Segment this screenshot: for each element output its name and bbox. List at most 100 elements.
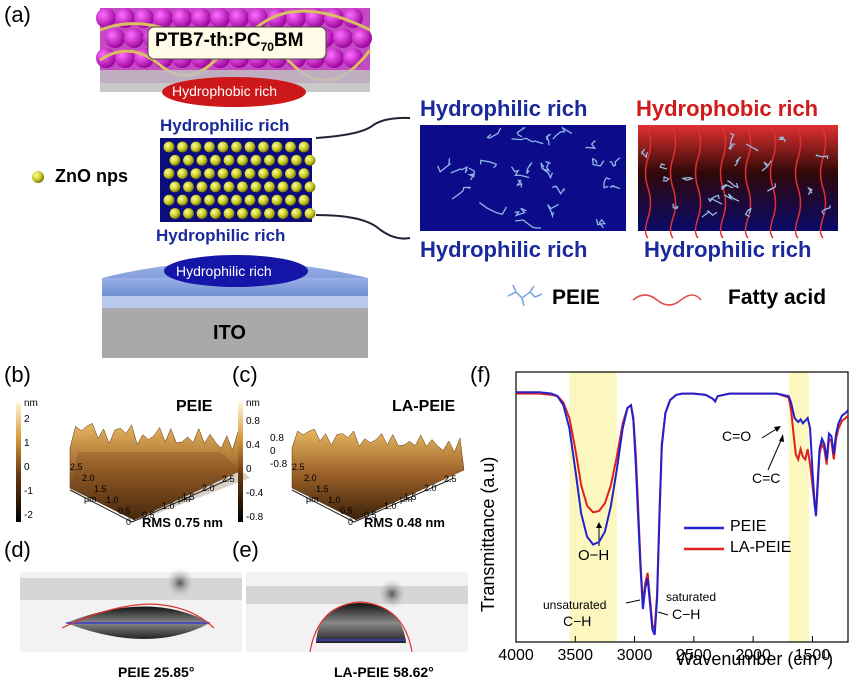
active-layer-text: PTB7-th:PC xyxy=(155,30,261,51)
axis-tick-left: 1.5 xyxy=(316,484,329,494)
scale-tick: 0 xyxy=(246,464,252,475)
afm-c-axis-zero: 0 xyxy=(348,517,354,527)
afm-c-axis-unit-right: μm xyxy=(400,494,413,504)
panel-d-label: (d) xyxy=(4,537,31,562)
panel-b-label: (b) xyxy=(4,362,31,387)
annotation-saturated-ch: C−H xyxy=(672,606,701,622)
legend-label-la-peie: LA-PEIE xyxy=(730,539,792,556)
axis-tick-right: 1.5 xyxy=(404,492,417,502)
annotation-co: C=O xyxy=(722,428,752,444)
active-layer-subscript: 70 xyxy=(260,39,274,54)
arrow-sat xyxy=(657,611,669,616)
scale-tick: 0.4 xyxy=(246,440,260,451)
axis-tick-left: 1.5 xyxy=(94,484,107,494)
interlayer xyxy=(102,296,368,308)
hydrophilic-rich-top-label: Hydrophilic rich xyxy=(160,116,290,135)
scale-tick: 0.8 xyxy=(270,433,284,444)
x-tick-label: 2500 xyxy=(676,647,712,664)
afm-c-scale-ticks: 0.8 0.4 0 -0.4 -0.8 xyxy=(246,410,263,530)
afm-c-colorbar xyxy=(238,402,243,522)
afm-b-title: PEIE xyxy=(176,398,213,415)
ftir-plot-frame xyxy=(515,371,849,643)
active-layer-label: PTB7-th:PC70BM xyxy=(155,30,303,54)
scale-tick: -1 xyxy=(24,486,33,497)
x-tick-label: 3500 xyxy=(557,647,594,664)
axis-tick-right: 1.0 xyxy=(384,501,397,511)
scale-tick: -2 xyxy=(24,510,33,521)
connector-top xyxy=(315,116,411,139)
axis-tick-right: 1.0 xyxy=(162,501,175,511)
panel-c-label: (c) xyxy=(232,362,258,387)
scale-tick: 0 xyxy=(270,446,276,457)
arrow-co xyxy=(761,427,779,439)
scale-tick: 2 xyxy=(24,414,30,425)
x-tick-label: 1500 xyxy=(794,647,831,664)
afm-b-axis-zero: 0 xyxy=(126,517,132,527)
connector-bottom xyxy=(315,214,411,240)
x-tick-label: 4000 xyxy=(498,647,534,664)
scale-tick: -0.4 xyxy=(246,488,264,499)
axis-tick-left: 1.0 xyxy=(106,495,119,505)
afm-b-axis-unit-right: μm xyxy=(178,494,191,504)
ftir-xlabel: Wavenumber (cm-1) xyxy=(676,649,834,669)
highlight-band xyxy=(569,372,617,642)
afm-b-base xyxy=(70,452,250,520)
active-layer-tail: BM xyxy=(273,30,304,51)
afm-b-scale-ticks: 2 1 0 -1 -2 xyxy=(24,408,33,528)
scale-tick: 0.8 xyxy=(246,416,260,427)
scale-tick: 0 xyxy=(24,462,30,473)
afm-c-surface-ticks: 0.8 0 -0.8 xyxy=(270,432,287,471)
afm-c-title: LA-PEIE xyxy=(392,398,456,415)
afm-b-rms: RMS 0.75 nm xyxy=(142,515,223,530)
legend-fatty-acid-label: Fatty acid xyxy=(728,286,827,309)
afm-c-surface xyxy=(291,428,465,521)
axis-tick-left: 2.5 xyxy=(292,462,305,472)
axis-tick-left: 2.0 xyxy=(82,473,95,483)
right-hydrophilic-bottom-left-label: Hydrophilic rich xyxy=(420,237,588,262)
afm-c-rms: RMS 0.48 nm xyxy=(364,515,445,530)
annotation-cc: C=C xyxy=(752,470,781,486)
peie-legend-glyph xyxy=(507,284,543,307)
ftir-ylabel: Transmittance (a.u) xyxy=(478,456,498,612)
legend-peie-label: PEIE xyxy=(552,286,600,309)
fatty-acid-legend-glyph xyxy=(632,294,702,306)
axis-tick-left: 2.0 xyxy=(304,473,317,483)
axis-tick-right: 0.5 xyxy=(364,510,377,520)
arrow-cc xyxy=(767,437,783,471)
afm-b-axis-unit: μm xyxy=(84,494,97,504)
scale-tick: -0.8 xyxy=(270,459,288,470)
right-hydrophobic-top-label: Hydrophobic rich xyxy=(636,96,819,121)
afm-c-unit: nm xyxy=(246,398,260,409)
axis-tick-left: 2.5 xyxy=(70,462,83,472)
active-layer-label-box xyxy=(147,26,327,60)
ito-layer xyxy=(102,308,368,358)
hydrophilic-ellipse-label: Hydrophilic rich xyxy=(176,263,272,279)
axis-tick-right: 0.5 xyxy=(142,510,155,520)
panel-a-label: (a) xyxy=(4,2,31,27)
right-hydrophilic-top-label: Hydrophilic rich xyxy=(420,96,588,121)
afm-b-colorbar xyxy=(16,402,21,522)
afm-b-surface xyxy=(69,423,243,521)
x-tick-label: 2000 xyxy=(735,647,771,664)
annotation-unsaturated-ch: C−H xyxy=(563,613,592,629)
annotation-oh: O−H xyxy=(578,547,610,564)
axis-tick-right: 2.5 xyxy=(444,474,457,484)
annotation-saturated: saturated xyxy=(666,590,717,604)
axis-tick-right: 2.0 xyxy=(202,483,215,493)
axis-tick-left: 1.0 xyxy=(328,495,341,505)
scale-tick: 1 xyxy=(24,438,30,449)
zno-legend-ball xyxy=(32,171,44,183)
legend-label-peie: PEIE xyxy=(730,518,767,535)
annotation-unsaturated: unsaturated xyxy=(543,598,607,612)
contact-angle-e-caption: LA-PEIE 58.62° xyxy=(334,664,434,680)
droplet-e xyxy=(316,603,406,643)
arrow-unsat xyxy=(625,599,641,604)
hydrophobic-rich-label: Hydrophobic rich xyxy=(172,83,278,99)
axis-tick-left: 0.5 xyxy=(340,506,353,516)
panel-f-label: (f) xyxy=(470,362,491,387)
hydrophobic-ellipse xyxy=(162,77,306,107)
